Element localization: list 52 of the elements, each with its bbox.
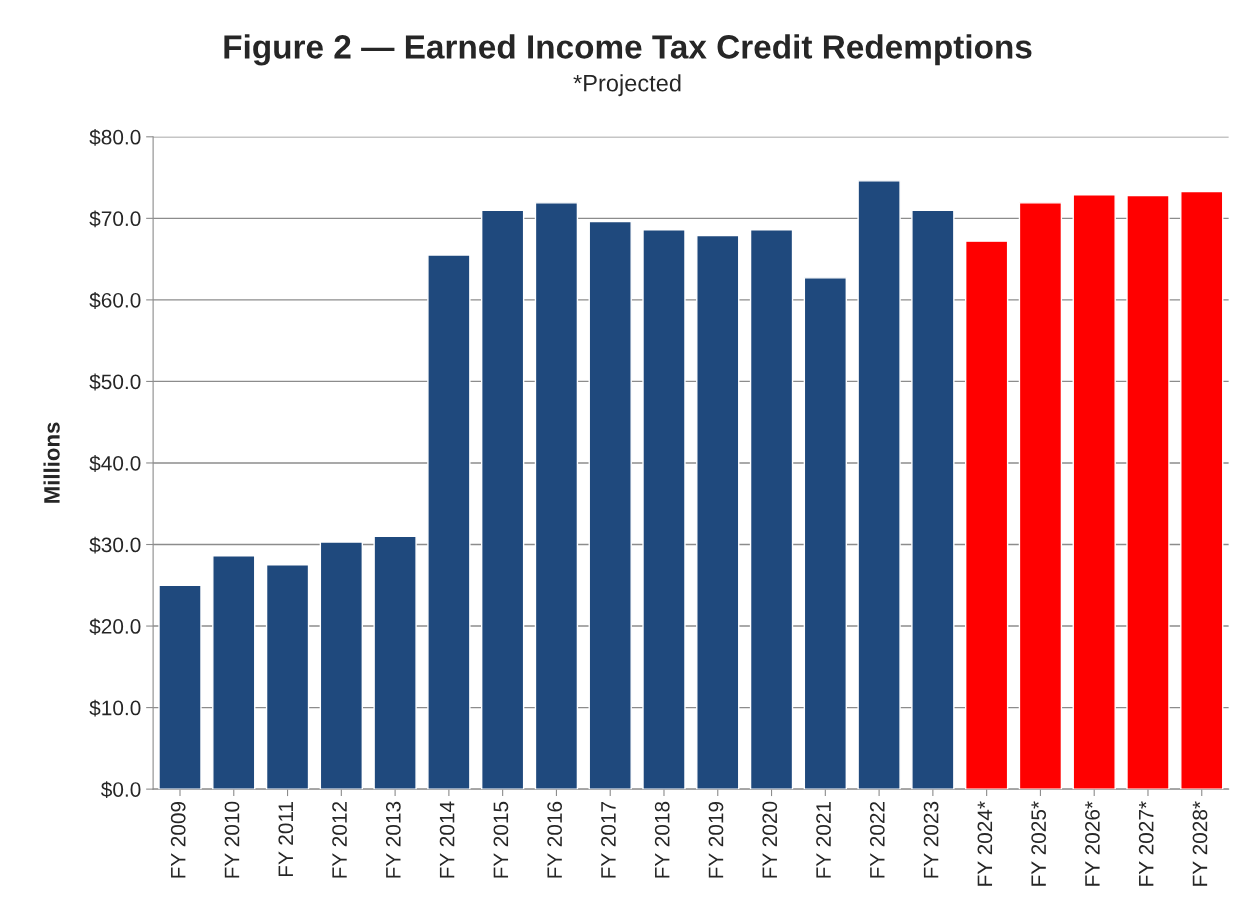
bar	[480, 209, 525, 790]
bar	[588, 220, 632, 790]
bar	[1180, 190, 1224, 790]
x-tick-label: FY 2010	[224, 801, 240, 878]
x-tick-label: FY 2017	[601, 801, 616, 878]
y-tick-label: $80.0	[89, 128, 141, 146]
bar	[803, 277, 847, 790]
chart-subtitle: *Projected	[573, 74, 681, 97]
x-tick-label: FY 2015	[493, 801, 509, 878]
x-tick-label: FY 2026*	[1085, 801, 1100, 886]
bar	[1018, 202, 1063, 790]
y-tick-label: $70.0	[89, 210, 141, 228]
y-tick-label: $10.0	[89, 699, 141, 717]
x-tick-label: FY 2018	[654, 801, 670, 878]
bar	[642, 229, 686, 790]
y-tick-label: $20.0	[89, 618, 141, 636]
bar	[911, 209, 955, 790]
bar	[212, 555, 256, 790]
bar	[158, 584, 202, 790]
bar	[427, 254, 471, 790]
y-tick-label: $40.0	[89, 455, 141, 472]
x-tick-label: FY 2014	[439, 801, 455, 878]
bar	[749, 229, 794, 790]
x-tick-label: FY 2024*	[977, 801, 993, 886]
y-tick-label: $60.0	[89, 292, 141, 309]
x-tick-label: FY 2019	[708, 801, 724, 878]
x-tick-label: FY 2021	[816, 801, 831, 878]
y-tick-label: $30.0	[89, 536, 141, 554]
bar	[964, 240, 1009, 790]
x-tick-label: FY 2012	[332, 801, 347, 878]
x-tick-label: FY 2020	[762, 801, 778, 878]
bar	[319, 541, 363, 790]
x-tick-label: FY 2016	[547, 801, 563, 878]
bar	[857, 180, 901, 790]
bar	[373, 535, 417, 790]
x-tick-label: FY 2009	[170, 801, 186, 878]
x-tick-label: FY 2011	[278, 801, 294, 877]
y-tick-label: $0.0	[100, 781, 141, 799]
x-tick-label: FY 2023	[923, 801, 939, 878]
y-tick-label: $50.0	[89, 373, 141, 391]
y-axis-title: Millions	[43, 422, 60, 503]
bar	[265, 564, 310, 790]
x-tick-label: FY 2028*	[1192, 801, 1208, 886]
x-tick-label: FY 2022	[869, 801, 885, 878]
x-tick-label: FY 2025*	[1031, 801, 1047, 886]
bar	[1126, 194, 1170, 790]
x-tick-label: FY 2027*	[1138, 801, 1154, 886]
x-tick-label: FY 2013	[385, 801, 401, 878]
chart-title: Figure 2 — Earned Income Tax Credit Redemptions	[224, 34, 1032, 66]
bar	[696, 234, 740, 790]
bar	[1072, 194, 1116, 790]
bar	[534, 202, 579, 790]
